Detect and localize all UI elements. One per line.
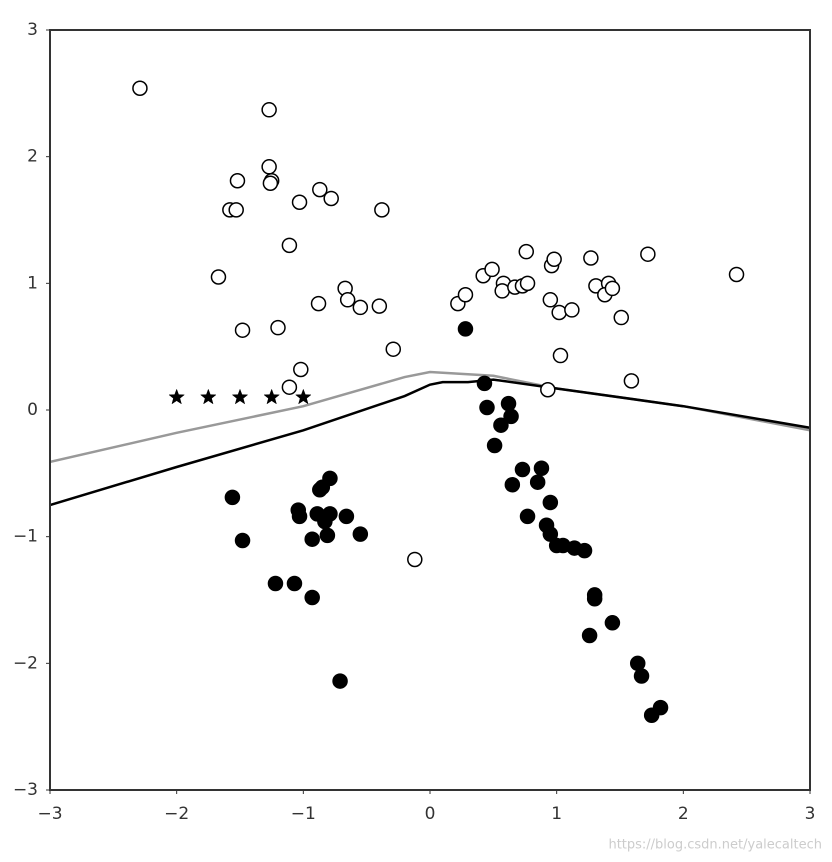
point: [293, 361, 309, 378]
point: [352, 526, 369, 542]
point: [728, 266, 745, 283]
point: [339, 292, 356, 308]
point: [551, 304, 567, 321]
point: [623, 373, 640, 389]
point: [371, 298, 388, 314]
point: [234, 532, 251, 549]
point: [261, 159, 277, 175]
point: [323, 190, 339, 207]
x-tick-label: 0: [425, 804, 436, 824]
point: [304, 589, 320, 606]
point: [564, 302, 580, 318]
star-point: [263, 388, 280, 405]
point: [319, 527, 336, 544]
point: [576, 542, 593, 559]
y-tick-label: 2: [27, 147, 38, 167]
point: [542, 494, 559, 511]
line: [50, 378, 810, 507]
point: [514, 461, 531, 478]
point: [504, 476, 521, 493]
point: [552, 347, 569, 364]
point: [352, 299, 369, 316]
point: [519, 275, 536, 292]
point: [533, 460, 550, 477]
point: [518, 243, 535, 260]
plot-frame: [49, 29, 811, 791]
point: [604, 615, 621, 631]
point: [281, 237, 298, 254]
y-tick-label: 0: [27, 400, 38, 420]
x-tick-label: −1: [291, 804, 316, 824]
point: [457, 321, 474, 337]
star-point: [168, 388, 185, 405]
star-point: [200, 388, 217, 405]
x-tick-label: 3: [805, 804, 816, 824]
point: [262, 175, 279, 192]
point: [317, 513, 333, 530]
point: [286, 575, 303, 592]
point: [132, 80, 148, 97]
x-tick-label: −3: [37, 804, 62, 824]
watermark: https://blog.csdn.net/yalecaltech: [608, 838, 822, 853]
point: [234, 322, 251, 338]
point: [281, 379, 298, 395]
point: [267, 575, 284, 592]
point: [604, 280, 621, 297]
point: [310, 295, 327, 312]
point: [583, 250, 599, 266]
point: [500, 395, 517, 412]
point: [479, 399, 495, 416]
point: [229, 172, 246, 189]
y-tick-label: −3: [13, 780, 38, 800]
point: [291, 508, 308, 525]
point: [312, 482, 328, 498]
point: [540, 381, 556, 398]
point: [529, 474, 546, 490]
point: [261, 102, 277, 118]
point: [493, 417, 509, 433]
point: [629, 655, 646, 672]
x-tick-label: −2: [164, 804, 189, 824]
point: [494, 283, 510, 299]
y-tick-label: 3: [27, 20, 38, 40]
star-point: [295, 388, 312, 405]
point: [519, 508, 536, 525]
point: [338, 508, 355, 525]
point: [374, 202, 390, 218]
point: [486, 437, 503, 454]
point: [613, 309, 630, 326]
point: [224, 489, 241, 506]
star-point: [231, 388, 249, 405]
point: [476, 375, 493, 392]
point: [304, 531, 320, 547]
point: [643, 707, 660, 724]
point: [484, 261, 500, 278]
x-tick-label: 2: [678, 804, 689, 824]
point: [210, 269, 227, 285]
point: [407, 551, 423, 568]
point: [291, 194, 308, 211]
x-tick-label: 1: [551, 804, 562, 824]
point: [640, 246, 656, 262]
point: [457, 286, 474, 303]
point: [332, 673, 348, 689]
point: [312, 181, 328, 198]
point: [385, 341, 402, 357]
point: [581, 627, 598, 644]
point: [270, 319, 286, 336]
point: [586, 590, 603, 607]
point: [228, 202, 244, 218]
point: [503, 408, 519, 425]
point: [542, 292, 559, 308]
y-tick-label: −1: [13, 527, 38, 547]
point: [633, 668, 650, 684]
y-tick-label: 1: [27, 273, 38, 293]
y-tick-label: −2: [13, 653, 38, 673]
point: [546, 251, 562, 268]
